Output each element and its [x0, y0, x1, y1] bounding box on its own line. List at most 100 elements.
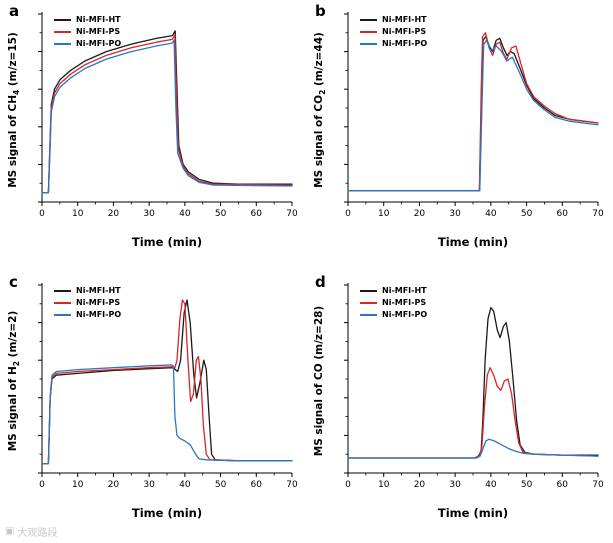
- svg-text:0: 0: [345, 209, 351, 219]
- svg-text:30: 30: [143, 209, 155, 219]
- y-axis-label-text: MS signal of H: [6, 366, 19, 452]
- y-axis-label-suffix: (m/z=28): [312, 305, 325, 364]
- y-axis-label-b: MS signal of CO2 (m/z=44): [313, 32, 327, 188]
- watermark-text: 大观路段: [17, 528, 58, 539]
- y-axis-label-text: MS signal of CH: [6, 95, 19, 188]
- svg-text:40: 40: [179, 480, 191, 490]
- legend-a: Ni-MFI-HT Ni-MFI-PS Ni-MFI-PO: [54, 15, 121, 49]
- plot-a: 0 10 20 30 40 50 60 70: [38, 12, 298, 219]
- svg-text:60: 60: [557, 480, 569, 490]
- legend-line-black: [360, 19, 377, 21]
- legend-label-po: Ni-MFI-PO: [76, 39, 122, 48]
- legend-label-ht: Ni-MFI-HT: [76, 286, 121, 295]
- svg-text:50: 50: [215, 480, 227, 490]
- legend-c: Ni-MFI-HT Ni-MFI-PS Ni-MFI-PO: [54, 286, 121, 320]
- legend-line-blue: [54, 43, 71, 45]
- x-axis-label-b: Time (min): [437, 235, 509, 249]
- svg-text:70: 70: [592, 209, 604, 219]
- svg-text:0: 0: [39, 209, 45, 219]
- legend-item-ht: Ni-MFI-HT: [360, 286, 427, 296]
- svg-text:50: 50: [521, 209, 533, 219]
- panel-letter-b: b: [315, 2, 326, 20]
- y-axis-label-suffix: (m/z=2): [6, 310, 19, 361]
- legend-line-black: [54, 19, 71, 21]
- legend-line-red: [54, 31, 71, 33]
- plot-d: 0 10 20 30 40 50 60 70: [344, 283, 604, 490]
- svg-text:30: 30: [143, 480, 155, 490]
- svg-text:10: 10: [378, 480, 390, 490]
- svg-text:20: 20: [108, 480, 120, 490]
- svg-text:20: 20: [414, 209, 426, 219]
- panel-letter-c: c: [9, 273, 18, 291]
- legend-label-po: Ni-MFI-PO: [76, 310, 122, 319]
- panel-letter-d: d: [315, 273, 326, 291]
- watermark-logo-icon: ▣: [5, 526, 15, 537]
- svg-text:60: 60: [251, 480, 263, 490]
- y-axis-label-a: MS signal of CH4 (m/z=15): [7, 32, 21, 188]
- legend-line-blue: [54, 314, 71, 316]
- legend-label-ps: Ni-MFI-PS: [76, 27, 121, 36]
- svg-text:70: 70: [286, 209, 298, 219]
- legend-line-black: [54, 290, 71, 292]
- legend-item-ps: Ni-MFI-PS: [360, 27, 427, 37]
- plot-b: 0 10 20 30 40 50 60 70: [344, 12, 604, 219]
- svg-text:20: 20: [414, 480, 426, 490]
- legend-item-ht: Ni-MFI-HT: [54, 286, 121, 296]
- legend-line-red: [360, 31, 377, 33]
- svg-text:40: 40: [485, 209, 497, 219]
- panel-c: c MS signal of H2 (m/z=2) 0 10 20 30 40 50 60 7…: [0, 271, 306, 543]
- y-axis-label-d: MS signal of CO (m/z=28): [313, 306, 327, 456]
- svg-text:60: 60: [557, 209, 569, 219]
- svg-text:0: 0: [39, 480, 45, 490]
- legend-item-po: Ni-MFI-PO: [54, 310, 121, 320]
- legend-b: Ni-MFI-HT Ni-MFI-PS Ni-MFI-PO: [360, 15, 427, 49]
- svg-text:40: 40: [179, 209, 191, 219]
- legend-item-ht: Ni-MFI-HT: [54, 15, 121, 25]
- y-axis-label-sub: 2: [318, 89, 328, 95]
- x-axis-label-d: Time (min): [437, 506, 509, 520]
- svg-text:60: 60: [251, 209, 263, 219]
- legend-label-ht: Ni-MFI-HT: [76, 15, 121, 24]
- legend-line-blue: [360, 43, 377, 45]
- y-axis-label-sub: 4: [12, 89, 22, 95]
- x-axis-label-a: Time (min): [131, 235, 203, 249]
- y-axis-label-text: MS signal of CO: [312, 363, 325, 457]
- svg-text:70: 70: [592, 480, 604, 490]
- legend-item-po: Ni-MFI-PO: [360, 310, 427, 320]
- svg-text:50: 50: [215, 209, 227, 219]
- legend-line-blue: [360, 314, 377, 316]
- legend-item-ps: Ni-MFI-PS: [54, 27, 121, 37]
- svg-text:40: 40: [485, 480, 497, 490]
- panel-letter-a: a: [9, 2, 20, 20]
- legend-d: Ni-MFI-HT Ni-MFI-PS Ni-MFI-PO: [360, 286, 427, 320]
- legend-item-po: Ni-MFI-PO: [54, 39, 121, 49]
- legend-label-ps: Ni-MFI-PS: [76, 298, 121, 307]
- svg-text:10: 10: [378, 209, 390, 219]
- y-axis-label-suffix: (m/z=44): [312, 32, 325, 90]
- legend-label-po: Ni-MFI-PO: [382, 310, 428, 319]
- legend-label-ht: Ni-MFI-HT: [382, 286, 427, 295]
- legend-label-ht: Ni-MFI-HT: [382, 15, 427, 24]
- svg-text:10: 10: [72, 480, 84, 490]
- legend-item-ps: Ni-MFI-PS: [54, 298, 121, 308]
- panel-d: d MS signal of CO (m/z=28) 0 10 20 30 40 50 60…: [306, 271, 613, 543]
- y-axis-label-sub: 2: [12, 360, 22, 367]
- panel-b: b MS signal of CO2 (m/z=44) 0 10 20 30 40 50 6…: [306, 0, 613, 271]
- panel-a: a MS signal of CH4 (m/z=15) 0 10 20 30 40 50 6…: [0, 0, 306, 271]
- legend-label-po: Ni-MFI-PO: [382, 39, 428, 48]
- y-axis-label-c: MS signal of H2 (m/z=2): [7, 311, 21, 452]
- watermark: ▣ 大观路段: [5, 524, 57, 539]
- legend-item-ps: Ni-MFI-PS: [360, 298, 427, 308]
- svg-text:50: 50: [521, 480, 533, 490]
- legend-line-red: [360, 302, 377, 304]
- x-axis-label-c: Time (min): [131, 506, 203, 520]
- svg-text:30: 30: [449, 209, 461, 219]
- legend-line-red: [54, 302, 71, 304]
- legend-line-black: [360, 290, 377, 292]
- y-axis-label-text: MS signal of CO: [312, 94, 325, 188]
- legend-item-ht: Ni-MFI-HT: [360, 15, 427, 25]
- svg-text:30: 30: [449, 480, 461, 490]
- svg-text:20: 20: [108, 209, 120, 219]
